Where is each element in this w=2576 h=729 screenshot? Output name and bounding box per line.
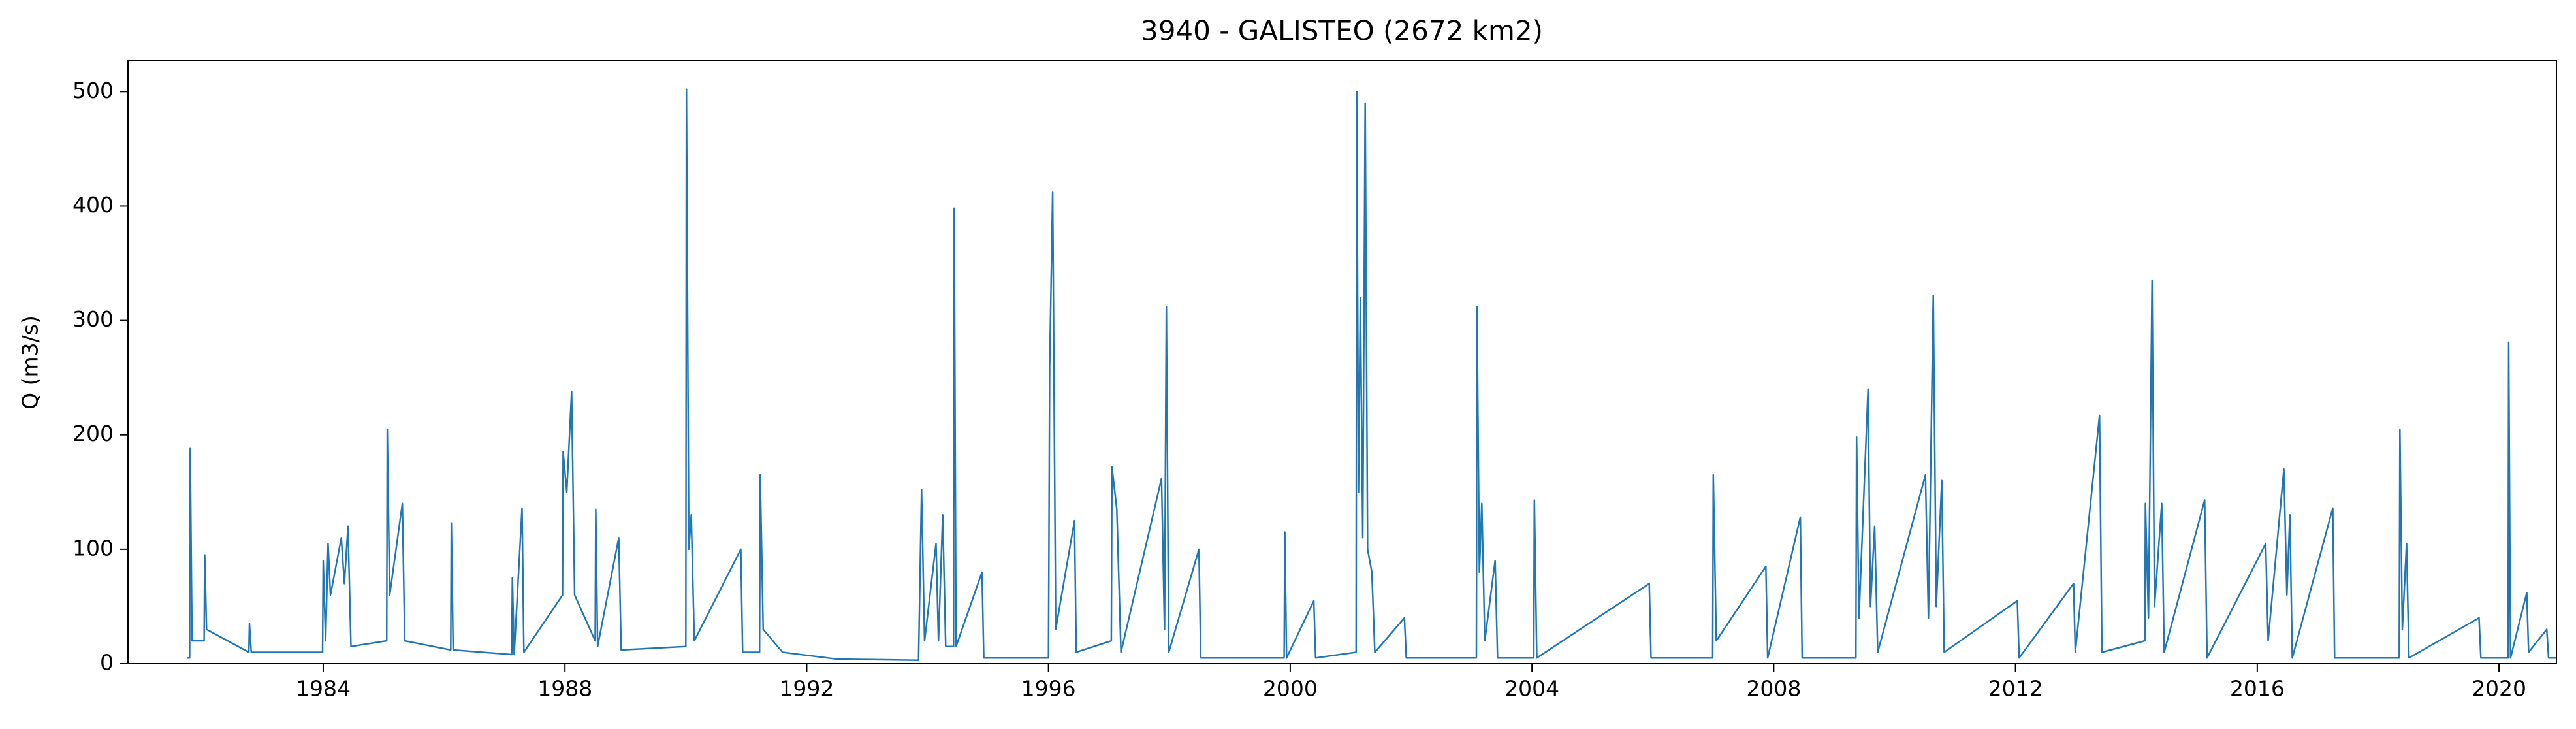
x-tick-label: 2000: [1263, 676, 1318, 702]
x-tick-label: 1992: [779, 676, 834, 702]
y-tick-label: 200: [72, 421, 114, 446]
x-tick-label: 2004: [1504, 676, 1559, 702]
y-axis-label: Q (m3/s): [18, 316, 43, 410]
x-tick-label: 2016: [2230, 676, 2285, 702]
x-tick-label: 1984: [296, 676, 351, 702]
y-tick-label: 0: [100, 650, 114, 675]
y-tick-label: 300: [72, 306, 114, 332]
plot-frame: [127, 60, 2557, 664]
x-tick-label: 2012: [1988, 676, 2043, 702]
x-tick-label: 1988: [537, 676, 592, 702]
chart-title: 3940 - GALISTEO (2672 km2): [1141, 15, 1543, 47]
y-tick-label: 400: [72, 192, 114, 218]
y-tick-label: 500: [72, 78, 114, 103]
series-line: [187, 88, 2556, 661]
x-tick-label: 2020: [2472, 676, 2526, 702]
x-tick-label: 2008: [1746, 676, 1801, 702]
x-tick-label: 1996: [1021, 676, 1076, 702]
y-tick-label: 100: [72, 535, 114, 560]
